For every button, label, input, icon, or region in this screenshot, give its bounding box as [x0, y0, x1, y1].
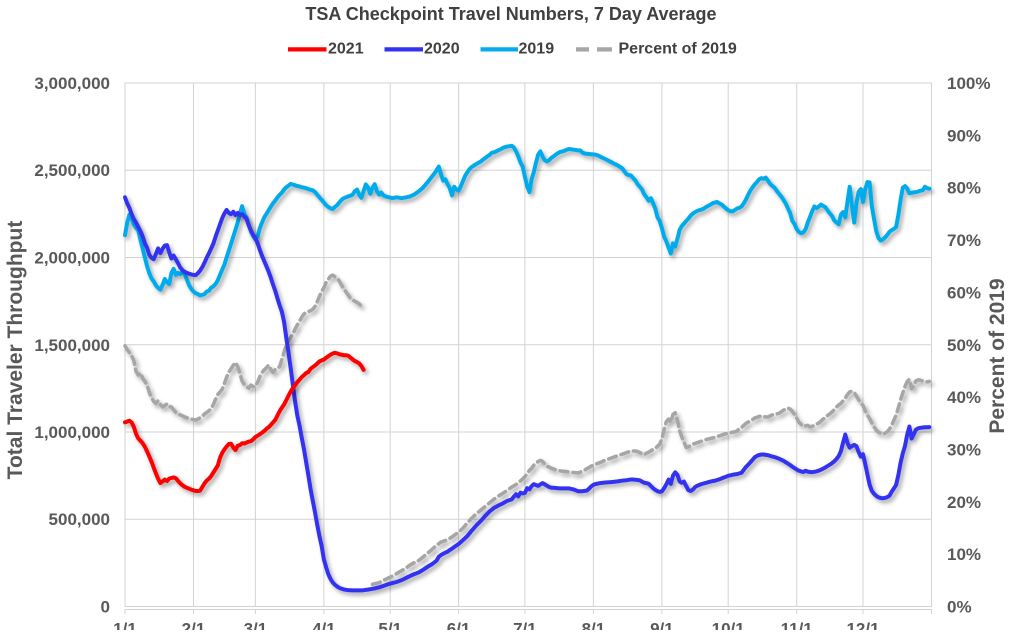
svg-text:1,500,000: 1,500,000 — [34, 336, 110, 355]
svg-text:5/1: 5/1 — [378, 619, 402, 630]
svg-text:2019: 2019 — [519, 41, 555, 58]
svg-text:9/1: 9/1 — [650, 619, 674, 630]
svg-text:50%: 50% — [947, 336, 981, 355]
svg-text:2,000,000: 2,000,000 — [34, 249, 110, 268]
svg-text:1,000,000: 1,000,000 — [34, 423, 110, 442]
svg-text:2020: 2020 — [424, 41, 460, 58]
svg-text:Total Traveler Throughput: Total Traveler Throughput — [4, 221, 27, 480]
svg-text:40%: 40% — [947, 388, 981, 407]
svg-text:80%: 80% — [947, 179, 981, 198]
svg-text:11/1: 11/1 — [781, 619, 813, 630]
svg-text:10%: 10% — [947, 545, 981, 564]
svg-text:Percent of 2019: Percent of 2019 — [619, 41, 737, 58]
svg-text:0%: 0% — [947, 598, 972, 617]
svg-text:30%: 30% — [947, 440, 981, 459]
svg-text:100%: 100% — [947, 74, 990, 93]
svg-text:2021: 2021 — [328, 41, 364, 58]
svg-text:3/1: 3/1 — [244, 619, 268, 630]
svg-text:12/1: 12/1 — [846, 619, 879, 630]
svg-text:0: 0 — [101, 598, 110, 617]
svg-text:10/1: 10/1 — [712, 619, 745, 630]
svg-text:500,000: 500,000 — [49, 510, 110, 529]
svg-text:6/1: 6/1 — [447, 619, 471, 630]
svg-text:Percent of 2019: Percent of 2019 — [986, 278, 1009, 433]
svg-text:4/1: 4/1 — [312, 619, 336, 630]
svg-text:20%: 20% — [947, 493, 981, 512]
svg-text:90%: 90% — [947, 126, 981, 145]
svg-text:1/1: 1/1 — [113, 619, 137, 630]
svg-text:TSA Checkpoint Travel Numbers,: TSA Checkpoint Travel Numbers, 7 Day Ave… — [305, 4, 716, 24]
svg-text:70%: 70% — [947, 231, 981, 250]
svg-text:60%: 60% — [947, 283, 981, 302]
svg-text:7/1: 7/1 — [513, 619, 537, 630]
svg-text:2,500,000: 2,500,000 — [34, 161, 110, 180]
svg-text:8/1: 8/1 — [582, 619, 606, 630]
svg-text:2/1: 2/1 — [182, 619, 206, 630]
svg-text:3,000,000: 3,000,000 — [34, 74, 110, 93]
